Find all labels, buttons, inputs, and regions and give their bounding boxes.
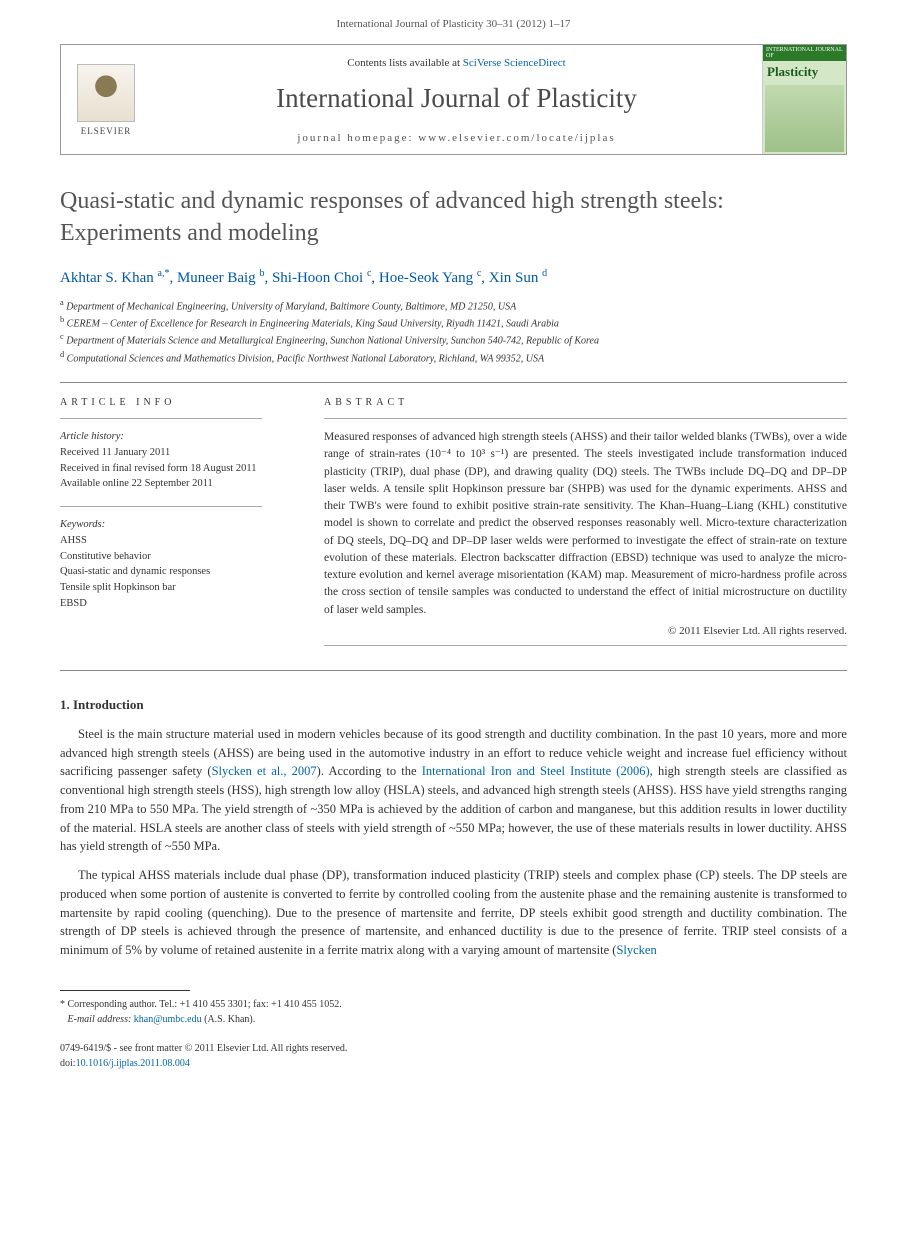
body-paragraph: The typical AHSS materials include dual …	[60, 866, 847, 960]
keyword: EBSD	[60, 598, 87, 609]
journal-masthead: ELSEVIER Contents lists available at Sci…	[60, 44, 847, 155]
contents-prefix: Contents lists available at	[347, 57, 462, 69]
homepage-line: journal homepage: www.elsevier.com/locat…	[159, 132, 754, 144]
authors-list: Akhtar S. Khan a,*, Muneer Baig b, Shi-H…	[60, 268, 847, 287]
keyword: Quasi-static and dynamic responses	[60, 566, 210, 577]
affiliation-line: c Department of Materials Science and Me…	[60, 331, 847, 348]
running-header: International Journal of Plasticity 30–3…	[0, 0, 907, 44]
cover-header: INTERNATIONAL JOURNAL OF	[763, 45, 846, 61]
journal-center: Contents lists available at SciVerse Sci…	[151, 45, 762, 154]
abstract-text: Measured responses of advanced high stre…	[324, 429, 847, 619]
contents-line: Contents lists available at SciVerse Sci…	[159, 57, 754, 69]
history-line: Available online 22 September 2011	[60, 478, 213, 489]
keyword: Tensile split Hopkinson bar	[60, 582, 176, 593]
journal-cover-thumb: INTERNATIONAL JOURNAL OF Plasticity	[762, 45, 846, 154]
elsevier-tree-icon	[77, 64, 135, 122]
divider	[60, 418, 262, 419]
affiliation-line: a Department of Mechanical Engineering, …	[60, 297, 847, 314]
front-matter: 0749-6419/$ - see front matter © 2011 El…	[60, 1041, 847, 1056]
article-info-heading: ARTICLE INFO	[60, 397, 298, 408]
footnotes: * Corresponding author. Tel.: +1 410 455…	[60, 997, 847, 1027]
divider	[324, 418, 847, 419]
keywords-block: Keywords: AHSS Constitutive behavior Qua…	[60, 517, 298, 612]
abstract-column: ABSTRACT Measured responses of advanced …	[324, 397, 847, 656]
abstract-heading: ABSTRACT	[324, 397, 847, 408]
keyword: AHSS	[60, 535, 87, 546]
section-heading: 1. Introduction	[60, 697, 847, 713]
corresponding-author: * Corresponding author. Tel.: +1 410 455…	[60, 997, 847, 1012]
email-link[interactable]: khan@umbc.edu	[134, 1014, 202, 1025]
cover-image	[765, 85, 844, 152]
body-text: The typical AHSS materials include dual …	[60, 868, 847, 957]
article-history: Article history: Received 11 January 201…	[60, 429, 298, 492]
journal-name: International Journal of Plasticity	[159, 83, 754, 114]
affiliation-line: b CEREM – Center of Excellence for Resea…	[60, 314, 847, 331]
email-suffix: (A.S. Khan).	[204, 1014, 255, 1025]
cover-title: Plasticity	[763, 61, 846, 83]
article-info-column: ARTICLE INFO Article history: Received 1…	[60, 397, 298, 656]
history-line: Received in final revised form 18 August…	[60, 463, 256, 474]
sciencedirect-link[interactable]: SciVerse ScienceDirect	[463, 57, 566, 69]
divider	[324, 645, 847, 646]
email-label: E-mail address:	[68, 1014, 132, 1025]
history-label: Article history:	[60, 431, 124, 442]
affiliations: a Department of Mechanical Engineering, …	[60, 297, 847, 366]
body-text: ). According to the	[317, 764, 422, 778]
elsevier-logo: ELSEVIER	[61, 45, 151, 154]
article-title: Quasi-static and dynamic responses of ad…	[60, 185, 847, 250]
citation-link[interactable]: Slycken	[616, 943, 656, 957]
affiliation-line: d Computational Sciences and Mathematics…	[60, 349, 847, 366]
abstract-copyright: © 2011 Elsevier Ltd. All rights reserved…	[324, 625, 847, 637]
divider	[60, 670, 847, 671]
body-paragraph: Steel is the main structure material use…	[60, 725, 847, 856]
history-line: Received 11 January 2011	[60, 447, 170, 458]
copyright-block: 0749-6419/$ - see front matter © 2011 El…	[60, 1041, 847, 1071]
divider	[60, 506, 262, 507]
footnote-divider	[60, 990, 190, 991]
citation-link[interactable]: Slycken et al., 2007	[212, 764, 317, 778]
elsevier-label: ELSEVIER	[81, 126, 132, 136]
citation-link[interactable]: International Iron and Steel Institute (…	[422, 764, 650, 778]
doi-label: doi:	[60, 1058, 76, 1069]
keywords-label: Keywords:	[60, 519, 105, 530]
doi-link[interactable]: 10.1016/j.ijplas.2011.08.004	[76, 1058, 190, 1069]
keyword: Constitutive behavior	[60, 551, 151, 562]
